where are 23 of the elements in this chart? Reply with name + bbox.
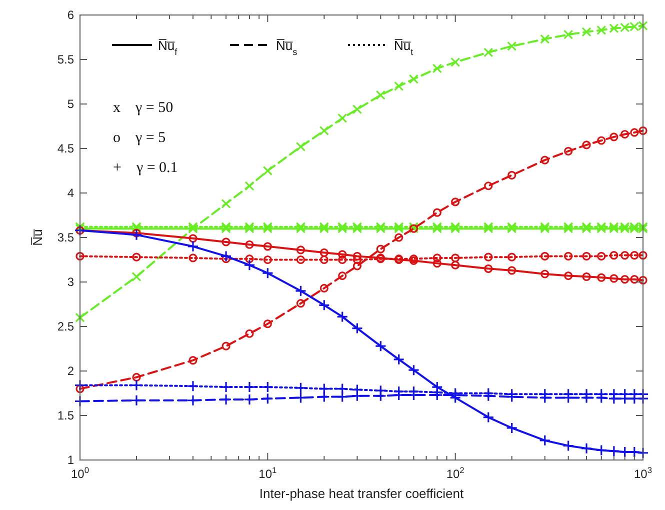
annotation: + γ = 0.1 [113,160,178,176]
annotation: x γ = 50 [113,100,174,116]
x-axis-title: Inter-phase heat transfer coefficient [259,486,464,501]
y-axis-title: N̅u̅ [30,228,45,246]
x-tick-label: 10$^{2}$ [446,465,465,481]
y-tick-label: 1 [67,453,74,467]
x-tick-label: 10$^{3}$ [634,465,652,481]
annotation: N̅u̅$_{s}$ [276,38,298,57]
y-tick-label: 3 [67,275,74,289]
y-tick-label: 6 [67,8,74,22]
y-tick-label: 2.5 [57,320,74,334]
y-tick-label: 4.5 [57,142,74,156]
y-tick-label: 5 [67,97,74,111]
annotation: N̅u̅$_{t}$ [394,38,414,57]
x-tick-label: 10$^{1}$ [258,465,278,481]
x-tick-label: 10$^{0}$ [70,465,90,481]
y-tick-label: 3.5 [57,230,74,244]
annotation: N̅u̅$_{f}$ [158,38,178,57]
y-tick-label: 5.5 [57,52,74,66]
y-tick-label: 2 [67,364,74,378]
annotation: o γ = 5 [113,130,166,146]
y-tick-label: 1.5 [57,408,74,422]
y-tick-label: 4 [67,186,74,200]
